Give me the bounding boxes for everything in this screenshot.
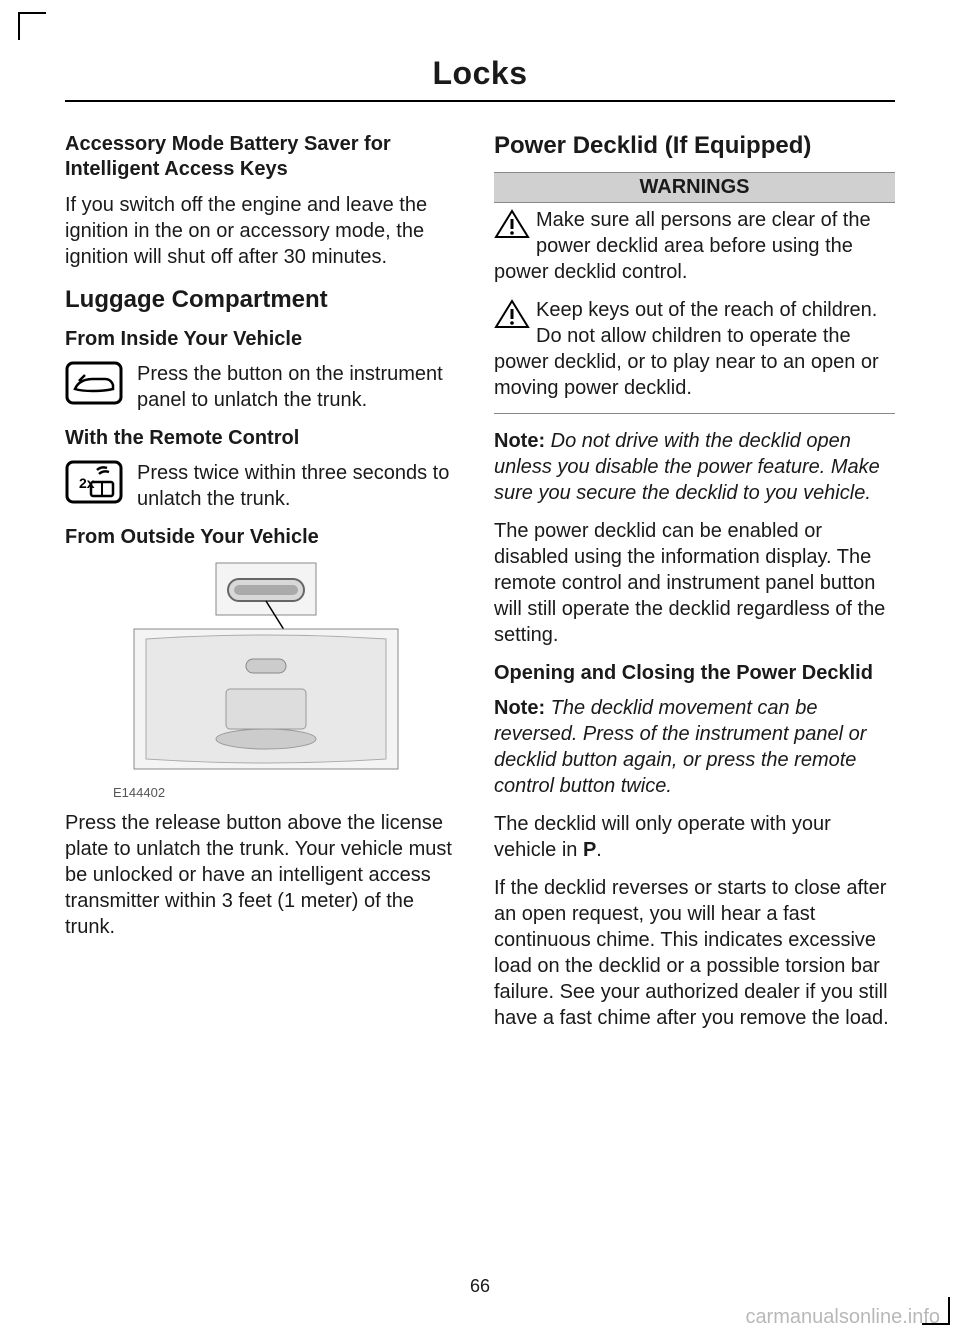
- note-label: Note:: [494, 430, 545, 452]
- left-column: Accessory Mode Battery Saver for Intelli…: [65, 132, 466, 1043]
- warning-triangle-icon: [494, 299, 530, 329]
- trunk-diagram: [126, 559, 406, 779]
- para-outside: Press the release button above the licen…: [65, 810, 466, 940]
- content-columns: Accessory Mode Battery Saver for Intelli…: [65, 132, 895, 1043]
- warnings-box: WARNINGS Make sure all persons are clear…: [494, 172, 895, 414]
- warning-triangle-icon: [494, 209, 530, 239]
- note-1-text: Do not drive with the decklid open unles…: [494, 430, 880, 504]
- warnings-divider: [494, 413, 895, 414]
- p2-part-b: P: [583, 839, 596, 861]
- diagram-caption: E144402: [113, 785, 466, 800]
- heading-power-decklid: Power Decklid (If Equipped): [494, 132, 895, 160]
- warnings-header: WARNINGS: [494, 172, 895, 203]
- heading-from-outside: From Outside Your Vehicle: [65, 526, 466, 549]
- note-label: Note:: [494, 697, 545, 719]
- heading-opening-closing: Opening and Closing the Power Decklid: [494, 662, 895, 685]
- warning-1: Make sure all persons are clear of the p…: [494, 203, 895, 293]
- page-header: Locks: [65, 55, 895, 102]
- para-trunk-button: Press the button on the instrument panel…: [137, 361, 466, 413]
- p2-part-a: The decklid will only operate with your …: [494, 813, 831, 861]
- page-number: 66: [0, 1276, 960, 1297]
- trunk-button-icon: [65, 361, 123, 405]
- watermark: carmanualsonline.info: [745, 1306, 940, 1329]
- heading-from-inside: From Inside Your Vehicle: [65, 328, 466, 351]
- note-2: Note: The decklid movement can be revers…: [494, 695, 895, 799]
- crop-mark-top-left: [18, 12, 46, 40]
- note-2-text: The decklid movement can be reversed. Pr…: [494, 697, 866, 797]
- para-vehicle-in-p: The decklid will only operate with your …: [494, 811, 895, 863]
- heading-accessory-mode: Accessory Mode Battery Saver for Intelli…: [65, 132, 466, 182]
- p2-part-c: .: [596, 839, 602, 861]
- para-accessory-mode: If you switch off the engine and leave t…: [65, 192, 466, 270]
- heading-remote: With the Remote Control: [65, 427, 466, 450]
- right-column: Power Decklid (If Equipped) WARNINGS Mak…: [494, 132, 895, 1043]
- warning-2-text: Keep keys out of the reach of children. …: [494, 299, 879, 399]
- remote-double-press-icon: 2x: [65, 460, 123, 504]
- para-remote: Press twice within three seconds to unla…: [137, 460, 466, 512]
- para-enable-disable: The power decklid can be enabled or disa…: [494, 518, 895, 648]
- trunk-button-row: Press the button on the instrument panel…: [65, 361, 466, 413]
- warning-2: Keep keys out of the reach of children. …: [494, 293, 895, 409]
- para-chime: If the decklid reverses or starts to clo…: [494, 875, 895, 1031]
- remote-row: 2x Press twice within three seconds to u…: [65, 460, 466, 512]
- warning-1-text: Make sure all persons are clear of the p…: [494, 209, 871, 283]
- page-title: Locks: [65, 55, 895, 92]
- note-1: Note: Do not drive with the decklid open…: [494, 428, 895, 506]
- heading-luggage: Luggage Compartment: [65, 286, 466, 314]
